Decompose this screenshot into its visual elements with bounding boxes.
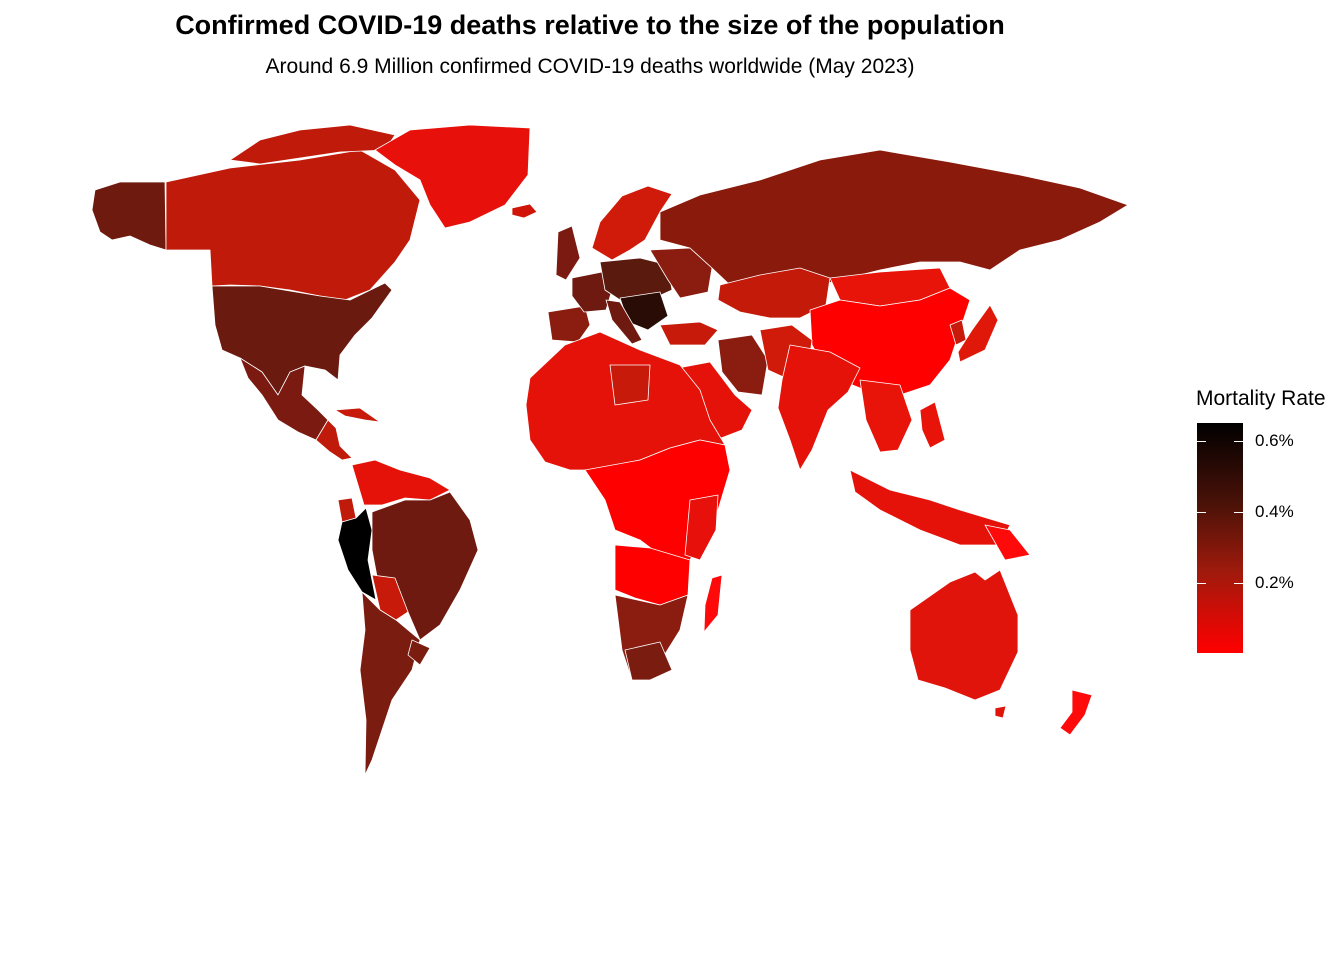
chart-subtitle: Around 6.9 Million confirmed COVID-19 de… [265,55,915,78]
region-iran [717,334,769,396]
region-northern-south-america [351,459,451,506]
region-libya [609,364,651,406]
region-russia [659,149,1129,291]
region-alaska [91,181,167,251]
region-madagascar [703,574,723,633]
region-east-africa [684,494,719,561]
legend-tick-right [1234,512,1243,513]
region-new-zealand [1059,689,1093,736]
legend-colorbar [1197,423,1243,653]
region-australia [909,569,1019,701]
region-png [984,524,1031,561]
region-caribbean [334,407,381,423]
region-central-america [315,419,353,461]
region-india [777,344,861,471]
region-southeast-asia [859,379,913,453]
region-uruguay [407,639,431,666]
legend-tick-right [1234,441,1243,442]
region-japan [957,304,999,363]
legend-tick-left [1197,583,1206,584]
region-south-africa [624,641,673,681]
region-canada [165,149,421,301]
region-mexico [239,357,329,441]
legend-tick-label: 0.4% [1255,502,1294,521]
region-bolivia [371,574,409,621]
region-philippines [919,401,946,449]
legend-tick-left [1197,512,1206,513]
region-iceland [511,203,538,219]
legend-tick-label: 0.2% [1255,573,1294,592]
region-argentina [359,591,421,776]
region-tasmania [994,705,1007,719]
chart-title: Confirmed COVID-19 deaths relative to th… [175,10,1005,40]
region-iberia [547,305,591,343]
region-peru [337,507,377,601]
region-scandinavia [591,185,673,261]
legend-title: Mortality Rate [1196,387,1326,410]
region-greenland [374,124,531,229]
region-italy [605,299,643,345]
world-choropleth-map [91,124,1129,776]
region-indonesia [849,469,1011,546]
region-turkey [659,321,719,346]
legend-tick-right [1234,583,1243,584]
legend-tick-left [1197,441,1206,442]
region-uk [555,225,581,281]
legend-tick-label: 0.6% [1255,431,1294,450]
